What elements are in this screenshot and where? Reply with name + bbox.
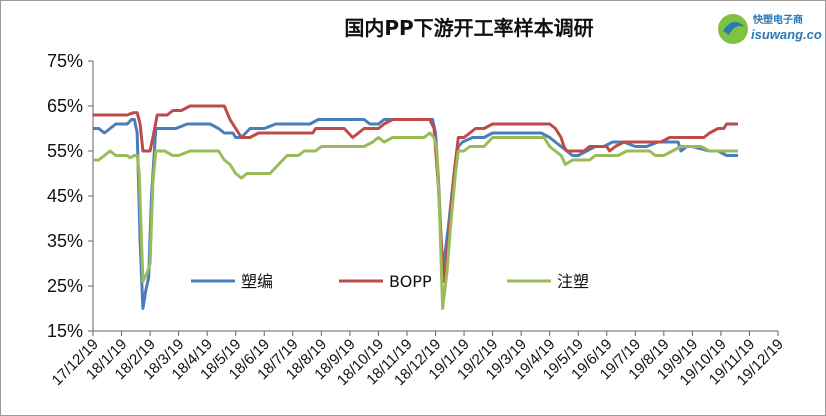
axes: 75%65%55%45%35%25%15%17/12/1918/1/1918/2… (47, 51, 787, 389)
legend-label-1: BOPP (389, 272, 432, 291)
series-line-0 (93, 118, 738, 310)
logo: 快塑电子商 isuwang.co (718, 13, 822, 44)
series-line-2 (93, 131, 738, 310)
y-tick-label: 75% (47, 51, 83, 71)
y-tick-label: 45% (47, 186, 83, 206)
chart-title: 国内PP下游开工率样本调研 (344, 16, 593, 40)
series-line-1 (93, 104, 738, 283)
legend: 塑编 BOPP 注塑 (191, 272, 589, 291)
y-tick-label: 15% (47, 321, 83, 341)
y-tick-label: 35% (47, 231, 83, 251)
y-tick-label: 65% (47, 96, 83, 116)
logo-text-en: isuwang.co (751, 27, 822, 42)
logo-text-zh: 快塑电子商 (752, 13, 803, 26)
series-lines (93, 104, 738, 310)
y-tick-label: 25% (47, 276, 83, 296)
legend-label-0: 塑编 (241, 272, 273, 291)
y-tick-label: 55% (47, 141, 83, 161)
logo-swirl-icon (723, 21, 745, 35)
legend-label-2: 注塑 (557, 272, 589, 291)
